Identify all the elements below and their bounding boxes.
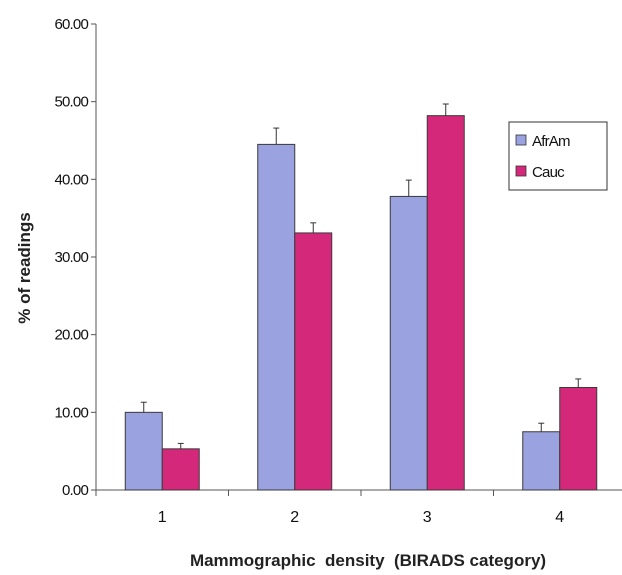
bar-afram [257, 143, 296, 491]
x-tick-label: 3 [423, 509, 432, 526]
y-tick-label: 40.00 [54, 171, 88, 188]
x-tick-label: 2 [290, 509, 299, 526]
y-axis: 0.00 10.00 20.00 30.00 40.00 50.00 60.00 [54, 16, 97, 499]
bar-afram [389, 195, 428, 491]
y-tick-label: 30.00 [54, 249, 88, 266]
y-tick-label: 10.00 [54, 404, 88, 421]
bar-cauc [161, 448, 200, 491]
y-tick-label: 0.00 [62, 482, 88, 499]
legend-label-afram: AfrAm [532, 133, 570, 150]
legend-swatch-afram [515, 134, 527, 146]
y-tick-label: 20.00 [54, 327, 88, 344]
legend: AfrAm Cauc [508, 121, 608, 191]
legend-label-cauc: Cauc [532, 164, 565, 181]
legend-swatch-cauc [515, 165, 527, 177]
y-tick-label: 60.00 [54, 16, 88, 33]
x-axis: 1 2 3 4 [95, 489, 622, 526]
legend-box [508, 121, 608, 191]
x-tick-label: 4 [555, 509, 564, 526]
bar-cauc [559, 386, 598, 491]
y-tick-label: 50.00 [54, 94, 88, 111]
bar-afram [522, 431, 561, 491]
x-tick-label: 1 [158, 509, 167, 526]
bars [124, 103, 598, 491]
bar-cauc [294, 232, 333, 491]
bar-afram [124, 411, 163, 491]
bar-cauc [426, 115, 465, 491]
y-axis-title: % of readings [15, 212, 34, 323]
x-axis-title: Mammographic density (BIRADS category) [190, 551, 546, 570]
